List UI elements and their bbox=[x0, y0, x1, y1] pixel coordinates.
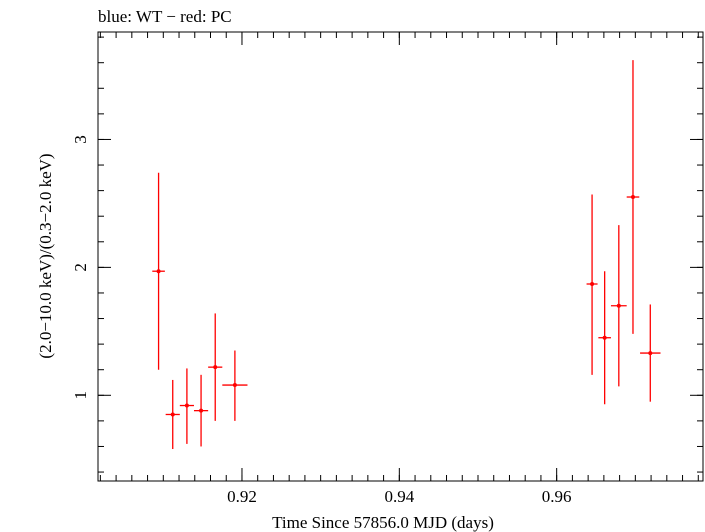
x-tick-label: 0.96 bbox=[542, 487, 572, 506]
data-marker bbox=[630, 195, 635, 200]
x-tick-label: 0.94 bbox=[384, 487, 414, 506]
data-marker bbox=[602, 335, 607, 340]
y-tick-label: 2 bbox=[71, 263, 90, 272]
data-marker bbox=[616, 303, 621, 308]
data-marker bbox=[232, 383, 237, 388]
data-point bbox=[222, 350, 248, 421]
y-tick-label: 1 bbox=[71, 391, 90, 400]
data-point bbox=[626, 60, 640, 334]
data-point bbox=[152, 172, 165, 370]
data-marker bbox=[156, 269, 161, 274]
data-point bbox=[193, 374, 209, 447]
x-tick-label: 0.92 bbox=[227, 487, 257, 506]
data-marker bbox=[213, 365, 218, 370]
x-axis-label: Time Since 57856.0 MJD (days) bbox=[272, 513, 494, 532]
data-series bbox=[152, 60, 661, 450]
data-point bbox=[165, 379, 180, 450]
y-tick-label: 3 bbox=[71, 135, 90, 144]
data-marker bbox=[648, 351, 653, 356]
data-point bbox=[610, 225, 627, 387]
plot-frame bbox=[97, 31, 704, 482]
data-point bbox=[179, 368, 194, 444]
chart-title: blue: WT − red: PC bbox=[98, 7, 232, 26]
data-marker bbox=[590, 282, 595, 287]
y-axis-label: (2.0−10.0 keV)/(0.3−2.0 keV) bbox=[36, 153, 55, 358]
data-point bbox=[586, 194, 598, 375]
data-point bbox=[640, 304, 661, 402]
data-marker bbox=[199, 408, 204, 413]
y-axis: 1 2 3 bbox=[71, 36, 703, 473]
data-marker bbox=[184, 403, 189, 408]
data-marker bbox=[170, 412, 175, 417]
data-point bbox=[598, 271, 611, 405]
x-axis: 0.92 0.94 0.96 bbox=[99, 32, 699, 506]
data-point bbox=[208, 313, 223, 421]
